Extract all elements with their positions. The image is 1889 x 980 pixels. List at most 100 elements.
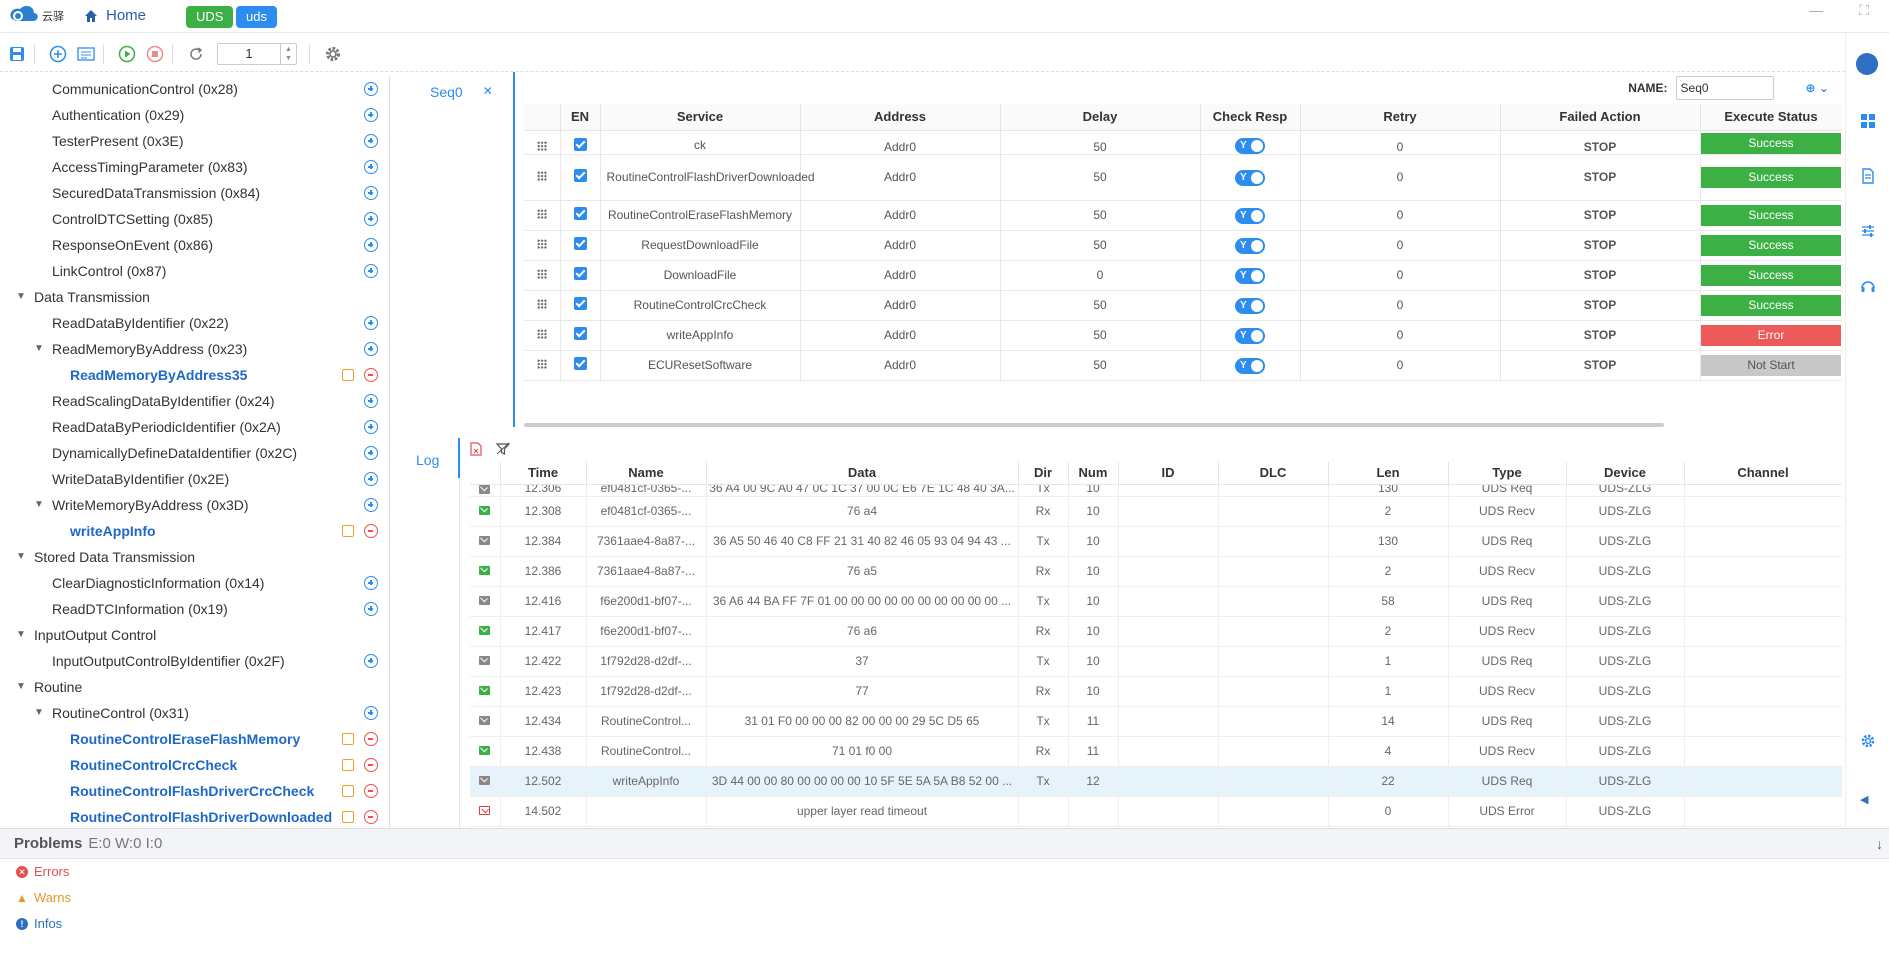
sequence-row[interactable]: RoutineControlEraseFlashMemory Addr0 50 Y 0 S…: [524, 200, 1842, 231]
tree-service-item[interactable]: ReadDataByPeriodicIdentifier (0x2A): [0, 414, 389, 440]
delete-icon[interactable]: [364, 732, 378, 746]
stop-icon[interactable]: [144, 43, 166, 65]
tree-service-item[interactable]: ControlDTCSetting (0x85): [0, 206, 389, 232]
row-address[interactable]: Addr0: [800, 154, 1001, 201]
row-delay[interactable]: 50: [1000, 200, 1201, 231]
gear-icon[interactable]: [1860, 733, 1876, 749]
chevron-down-icon[interactable]: ▼: [16, 291, 26, 302]
log-row[interactable]: 14.502 upper layer read timeout 0 UDS Error…: [470, 796, 1842, 827]
add-icon[interactable]: [364, 82, 378, 96]
check-resp-toggle[interactable]: Y: [1235, 357, 1265, 374]
minimize-icon[interactable]: —: [1809, 2, 1824, 18]
play-icon[interactable]: [116, 43, 138, 65]
tab-log[interactable]: Log: [392, 438, 460, 478]
log-row[interactable]: 12.423 1f792d28-d2df-... 77 Rx 10 1 UDS Recv UD…: [470, 676, 1842, 707]
tree-service-item[interactable]: ▼ ReadMemoryByAddress (0x23): [0, 336, 389, 362]
tab-uds-project[interactable]: UDS: [186, 6, 234, 28]
row-address[interactable]: Addr0: [800, 350, 1001, 381]
add-icon[interactable]: [364, 394, 378, 408]
row-address[interactable]: Addr0: [800, 130, 1001, 155]
add-icon[interactable]: [364, 498, 378, 512]
tab-uds-editor[interactable]: uds: [236, 6, 277, 28]
row-drag-handle[interactable]: [524, 350, 561, 381]
add-circle-icon[interactable]: [47, 43, 69, 65]
drag-handle-icon[interactable]: [536, 140, 547, 151]
drag-handle-icon[interactable]: [536, 209, 547, 219]
sequence-scrollbar[interactable]: [524, 423, 1664, 427]
row-address[interactable]: Addr0: [800, 200, 1001, 231]
loop-icon[interactable]: [185, 43, 207, 65]
sequence-name-input[interactable]: Seq0: [1675, 76, 1774, 100]
tree-service-item[interactable]: ReadDataByIdentifier (0x22): [0, 310, 389, 336]
tree-service-item[interactable]: CommunicationControl (0x28): [0, 76, 389, 102]
row-drag-handle[interactable]: [524, 260, 561, 291]
row-drag-handle[interactable]: [524, 200, 561, 231]
row-enable[interactable]: [560, 154, 601, 201]
enable-checkbox[interactable]: [573, 357, 587, 370]
row-address[interactable]: Addr0: [800, 260, 1001, 291]
tree-service-item[interactable]: InputOutputControlByIdentifier (0x2F): [0, 648, 389, 674]
chevron-down-icon[interactable]: ▼: [34, 499, 44, 510]
chevron-down-icon[interactable]: ↓: [1876, 835, 1883, 852]
home-link[interactable]: Home: [84, 7, 146, 24]
row-retry[interactable]: 0: [1300, 320, 1501, 351]
row-check-resp[interactable]: Y: [1200, 154, 1301, 201]
row-delay[interactable]: 50: [1000, 320, 1201, 351]
row-drag-handle[interactable]: [524, 290, 561, 321]
sequence-row[interactable]: RoutineControlFlashDriverDownloaded Addr0…: [524, 154, 1842, 201]
check-resp-toggle[interactable]: Y: [1235, 169, 1265, 186]
chevron-down-icon[interactable]: ▼: [16, 551, 26, 562]
tab-seq0[interactable]: Seq0 ✕: [430, 84, 493, 100]
maximize-icon[interactable]: ⛶: [1859, 2, 1869, 18]
problems-infos[interactable]: ! Infos: [16, 916, 62, 931]
row-failed-action[interactable]: STOP: [1500, 260, 1701, 291]
row-enable[interactable]: [560, 200, 601, 231]
row-delay[interactable]: 50: [1000, 350, 1201, 381]
stepper-arrows[interactable]: ▲ ▼: [280, 43, 296, 64]
edit-icon[interactable]: [342, 369, 354, 381]
tree-service-item[interactable]: WriteDataByIdentifier (0x2E): [0, 466, 389, 492]
log-row[interactable]: 12.422 1f792d28-d2df-... 37 Tx 10 1 UDS Req UDS…: [470, 646, 1842, 677]
row-failed-action[interactable]: STOP: [1500, 154, 1701, 201]
list-icon[interactable]: [75, 43, 97, 65]
row-check-resp[interactable]: Y: [1200, 290, 1301, 321]
tree-group[interactable]: ▼ Routine: [0, 674, 389, 700]
log-row[interactable]: 12.502 writeAppInfo 3D 44 00 00 80 00 00 0…: [470, 766, 1842, 797]
add-icon[interactable]: [364, 706, 378, 720]
delete-icon[interactable]: [364, 758, 378, 772]
add-icon[interactable]: [364, 342, 378, 356]
row-retry[interactable]: 0: [1300, 290, 1501, 321]
add-icon[interactable]: [364, 576, 378, 590]
headset-icon[interactable]: [1860, 278, 1876, 294]
edit-icon[interactable]: [342, 811, 354, 823]
row-check-resp[interactable]: Y: [1200, 350, 1301, 381]
check-resp-toggle[interactable]: Y: [1235, 237, 1265, 254]
enable-checkbox[interactable]: [573, 297, 587, 310]
tree-group[interactable]: ▼ Stored Data Transmission: [0, 544, 389, 570]
add-icon[interactable]: [364, 602, 378, 616]
tree-service-item[interactable]: ▼ RoutineControl (0x31): [0, 700, 389, 726]
row-check-resp[interactable]: Y: [1200, 260, 1301, 291]
enable-checkbox[interactable]: [573, 207, 587, 220]
add-icon[interactable]: [364, 316, 378, 330]
log-row[interactable]: 12.386 7361aae4-8a87-... 76 a5 Rx 10 2 UDS Rec…: [470, 556, 1842, 587]
log-row[interactable]: 12.306 ef0481cf-0365-... 36 A4 00 9C A0 47…: [470, 484, 1842, 497]
row-drag-handle[interactable]: [524, 320, 561, 351]
problems-errors[interactable]: ✕ Errors: [16, 864, 69, 879]
row-drag-handle[interactable]: [524, 130, 561, 155]
tree-leaf-item[interactable]: RoutineControlEraseFlashMemory: [0, 726, 389, 752]
chevron-down-icon[interactable]: ▼: [34, 707, 44, 718]
sequence-row[interactable]: RoutineControlCrcCheck Addr0 50 Y 0 STOP Succe…: [524, 290, 1842, 321]
add-icon[interactable]: [364, 212, 378, 226]
delete-icon[interactable]: [364, 524, 378, 538]
sequence-row[interactable]: ck Addr0 50 Y 0 STOP Success: [524, 130, 1842, 155]
drag-handle-icon[interactable]: [536, 239, 547, 249]
row-retry[interactable]: 0: [1300, 154, 1501, 201]
edit-icon[interactable]: [342, 733, 354, 745]
row-delay[interactable]: 0: [1000, 260, 1201, 291]
row-delay[interactable]: 50: [1000, 290, 1201, 321]
avatar[interactable]: [1856, 53, 1878, 75]
tree-service-item[interactable]: ResponseOnEvent (0x86): [0, 232, 389, 258]
tree-service-item[interactable]: ▼ WriteMemoryByAddress (0x3D): [0, 492, 389, 518]
check-resp-toggle[interactable]: Y: [1235, 137, 1265, 154]
